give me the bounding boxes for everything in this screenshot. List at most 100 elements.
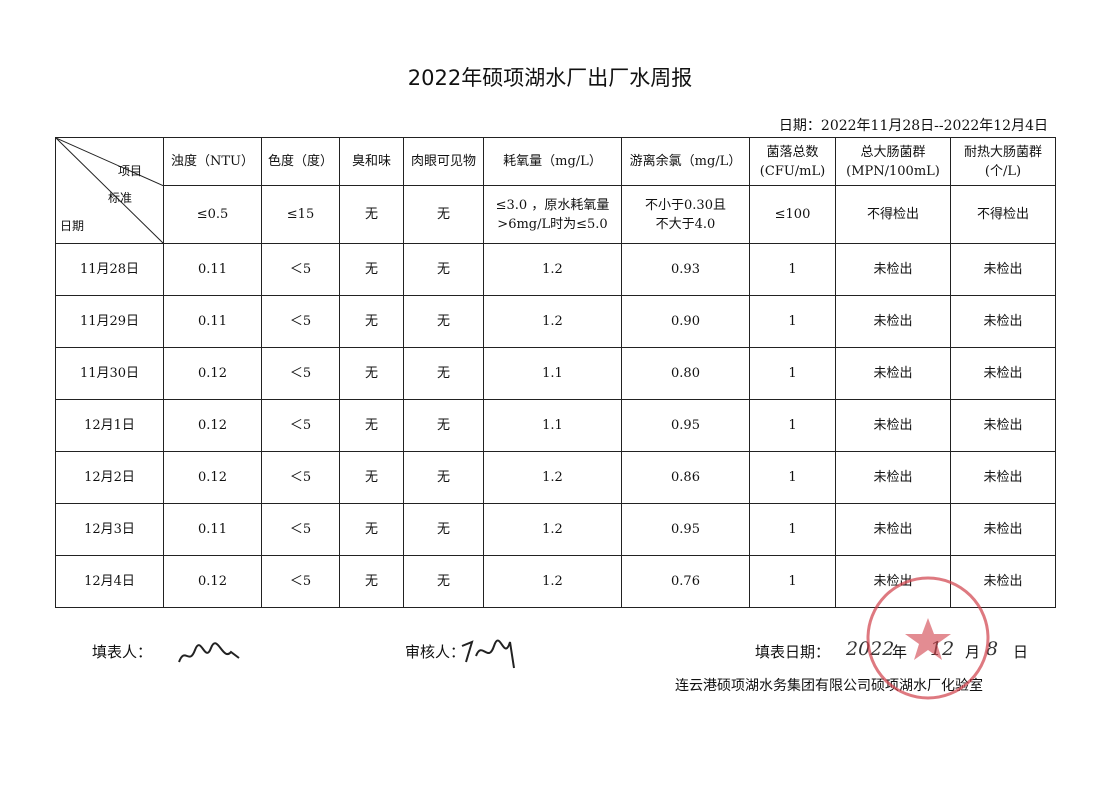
value-cell: 0.93 [621, 243, 750, 296]
standard-cell: 无 [403, 185, 484, 244]
value-cell: 0.11 [163, 295, 262, 348]
corner-standard: 标准 [108, 191, 133, 205]
value-cell: 1.2 [483, 555, 622, 608]
value-cell: 未检出 [835, 555, 951, 608]
value-cell: 无 [403, 295, 484, 348]
value-cell: 未检出 [950, 555, 1056, 608]
year-label: 年 [892, 643, 908, 661]
value-cell: ＜5 [261, 399, 340, 452]
column-header: 总大肠菌群 (MPN/100mL) [835, 137, 951, 186]
value-cell: 无 [403, 243, 484, 296]
value-cell: 0.11 [163, 503, 262, 556]
corner-diagonals [56, 138, 164, 244]
value-cell: 1 [749, 555, 836, 608]
value-cell: 无 [339, 399, 404, 452]
value-cell: 无 [403, 347, 484, 400]
column-header: 菌落总数 (CFU/mL) [749, 137, 836, 186]
standard-cell: ≤100 [749, 185, 836, 244]
standard-cell: 无 [339, 185, 404, 244]
value-cell: 无 [339, 243, 404, 296]
date-range: 日期：2022年11月28日--2022年12月4日 [778, 118, 1048, 134]
value-cell: 0.80 [621, 347, 750, 400]
date-cell: 12月4日 [55, 555, 164, 608]
value-cell: 1.2 [483, 243, 622, 296]
report-table: 项目 标准 日期 浊度（NTU） 色度（度） 臭和味 肉眼可见物 耗氧量（mg/L） 游离… [55, 137, 1056, 608]
value-cell: 0.12 [163, 347, 262, 400]
value-cell: 未检出 [835, 347, 951, 400]
value-cell: ＜5 [261, 451, 340, 504]
value-cell: 未检出 [950, 451, 1056, 504]
value-cell: 1 [749, 451, 836, 504]
value-cell: 未检出 [950, 295, 1056, 348]
value-cell: 0.95 [621, 503, 750, 556]
value-cell: 0.12 [163, 555, 262, 608]
column-header: 肉眼可见物 [403, 137, 484, 186]
value-cell: ＜5 [261, 243, 340, 296]
column-header: 耗氧量（mg/L） [483, 137, 622, 186]
date-cell: 12月1日 [55, 399, 164, 452]
value-cell: 无 [339, 555, 404, 608]
value-cell: 0.11 [163, 243, 262, 296]
value-cell: 无 [339, 451, 404, 504]
data-row: 12月3日 0.11 ＜5 无无 1.2 0.95 1 未检出 未检出 [55, 503, 1056, 556]
standard-cell: ≤3.0 ，原水耗氧量 >6mg/L时为≤5.0 [483, 185, 622, 244]
day-label: 日 [1013, 643, 1029, 661]
signature [461, 639, 515, 669]
standard-row: ≤0.5 ≤15 无无 ≤3.0 ，原水耗氧量 >6mg/L时为≤5.0 不小于0.30… [56, 185, 1056, 244]
data-row: 12月4日 0.12 ＜5 无无 1.2 0.76 1 未检出 未检出 [55, 555, 1056, 608]
value-cell: 0.90 [621, 295, 750, 348]
value-cell: ＜5 [261, 295, 340, 348]
value-cell: 1.1 [483, 399, 622, 452]
value-cell: 无 [339, 347, 404, 400]
column-header: 臭和味 [339, 137, 404, 186]
date-cell: 12月3日 [55, 503, 164, 556]
value-cell: 1.1 [483, 347, 622, 400]
data-row: 11月29日 0.11 ＜5 无无 1.2 0.90 1 未检出 未检出 [55, 295, 1056, 348]
value-cell: 无 [403, 451, 484, 504]
reviewer-label: 审核人： [405, 643, 466, 661]
value-cell: 1 [749, 295, 836, 348]
value-cell: 0.86 [621, 451, 750, 504]
standard-cell: 不得检出 [835, 185, 951, 244]
value-cell: 0.95 [621, 399, 750, 452]
value-cell: 无 [403, 555, 484, 608]
standard-cell: 不得检出 [950, 185, 1056, 244]
value-cell: 1.2 [483, 451, 622, 504]
column-header: 耐热大肠菌群 (个/L) [950, 137, 1056, 186]
data-row: 12月2日 0.12 ＜5 无无 1.2 0.86 1 未检出 未检出 [55, 451, 1056, 504]
corner-cell: 项目 标准 日期 [55, 137, 164, 244]
data-row: 11月30日 0.12 ＜5 无无 1.1 0.80 1 未检出 未检出 [55, 347, 1056, 400]
column-header: 游离余氯（mg/L） [621, 137, 750, 186]
value-cell: ＜5 [261, 503, 340, 556]
value-cell: 0.76 [621, 555, 750, 608]
fill-date-label: 填表日期： [755, 643, 831, 661]
standard-cell: 不小于0.30且 不大于4.0 [621, 185, 750, 244]
standard-cell: ≤15 [261, 185, 340, 244]
filled-by-label: 填表人： [92, 643, 153, 661]
value-cell: 无 [403, 399, 484, 452]
corner-date: 日期 [60, 219, 85, 233]
date-cell: 11月29日 [55, 295, 164, 348]
corner-item: 项目 [118, 164, 143, 178]
value-cell: 0.12 [163, 399, 262, 452]
value-cell: 1 [749, 347, 836, 400]
date-cell: 11月28日 [55, 243, 164, 296]
seal [866, 576, 990, 700]
value-cell: 未检出 [835, 503, 951, 556]
standard-cell: ≤0.5 [163, 185, 262, 244]
value-cell: ＜5 [261, 347, 340, 400]
value-cell: 1 [749, 399, 836, 452]
date-cell: 12月2日 [55, 451, 164, 504]
date-cell: 11月30日 [55, 347, 164, 400]
header-row: 项目 标准 日期 浊度（NTU） 色度（度） 臭和味 肉眼可见物 耗氧量（mg/L） 游离… [55, 137, 1056, 244]
column-header: 色度（度） [261, 137, 340, 186]
title: 2022年硕项湖水厂出厂水周报 [407, 66, 693, 90]
month-label: 月 [965, 643, 981, 661]
value-cell: 未检出 [950, 243, 1056, 296]
data-row: 11月28日 0.11 ＜5 无无 1.2 0.93 1 未检出 未检出 [55, 243, 1056, 296]
value-cell: 无 [339, 295, 404, 348]
value-cell: 无 [403, 503, 484, 556]
value-cell: 1 [749, 503, 836, 556]
value-cell: 未检出 [835, 451, 951, 504]
value-cell: 未检出 [950, 399, 1056, 452]
